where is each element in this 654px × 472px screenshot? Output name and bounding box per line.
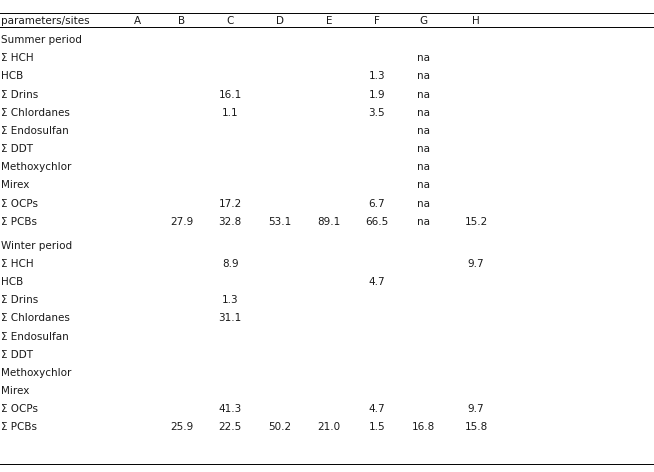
Text: 15.2: 15.2: [464, 217, 488, 227]
Text: Σ Endosulfan: Σ Endosulfan: [1, 331, 69, 342]
Text: G: G: [420, 16, 428, 26]
Text: Winter period: Winter period: [1, 241, 73, 251]
Text: Σ Drins: Σ Drins: [1, 295, 39, 305]
Text: D: D: [276, 16, 284, 26]
Text: 4.7: 4.7: [368, 277, 385, 287]
Text: F: F: [374, 16, 379, 26]
Text: 41.3: 41.3: [218, 404, 242, 414]
Text: E: E: [326, 16, 332, 26]
Text: A: A: [134, 16, 141, 26]
Text: Σ HCH: Σ HCH: [1, 53, 34, 63]
Text: C: C: [226, 16, 234, 26]
Text: parameters/sites: parameters/sites: [1, 16, 90, 26]
Text: na: na: [417, 180, 430, 191]
Text: Methoxychlor: Methoxychlor: [1, 368, 72, 378]
Text: 9.7: 9.7: [468, 404, 485, 414]
Text: 31.1: 31.1: [218, 313, 242, 323]
Text: Σ PCBs: Σ PCBs: [1, 422, 37, 432]
Text: Σ PCBs: Σ PCBs: [1, 217, 37, 227]
Text: Σ DDT: Σ DDT: [1, 144, 33, 154]
Text: na: na: [417, 199, 430, 209]
Text: 50.2: 50.2: [268, 422, 292, 432]
Text: Σ HCH: Σ HCH: [1, 259, 34, 269]
Text: 66.5: 66.5: [365, 217, 388, 227]
Text: 9.7: 9.7: [468, 259, 485, 269]
Text: 15.8: 15.8: [464, 422, 488, 432]
Text: 16.1: 16.1: [218, 90, 242, 100]
Text: 4.7: 4.7: [368, 404, 385, 414]
Text: HCB: HCB: [1, 71, 24, 82]
Text: Methoxychlor: Methoxychlor: [1, 162, 72, 172]
Text: 32.8: 32.8: [218, 217, 242, 227]
Text: 1.9: 1.9: [368, 90, 385, 100]
Text: Mirex: Mirex: [1, 180, 29, 191]
Text: Mirex: Mirex: [1, 386, 29, 396]
Text: Σ Drins: Σ Drins: [1, 90, 39, 100]
Text: B: B: [179, 16, 185, 26]
Text: 6.7: 6.7: [368, 199, 385, 209]
Text: Σ OCPs: Σ OCPs: [1, 199, 39, 209]
Text: 1.1: 1.1: [222, 108, 239, 118]
Text: na: na: [417, 162, 430, 172]
Text: Σ Endosulfan: Σ Endosulfan: [1, 126, 69, 136]
Text: na: na: [417, 108, 430, 118]
Text: 22.5: 22.5: [218, 422, 242, 432]
Text: 8.9: 8.9: [222, 259, 239, 269]
Text: Σ OCPs: Σ OCPs: [1, 404, 39, 414]
Text: na: na: [417, 144, 430, 154]
Text: na: na: [417, 217, 430, 227]
Text: 3.5: 3.5: [368, 108, 385, 118]
Text: Σ Chlordanes: Σ Chlordanes: [1, 313, 70, 323]
Text: 17.2: 17.2: [218, 199, 242, 209]
Text: na: na: [417, 71, 430, 82]
Text: 1.5: 1.5: [368, 422, 385, 432]
Text: 27.9: 27.9: [170, 217, 194, 227]
Text: 89.1: 89.1: [317, 217, 341, 227]
Text: HCB: HCB: [1, 277, 24, 287]
Text: na: na: [417, 126, 430, 136]
Text: 21.0: 21.0: [317, 422, 341, 432]
Text: 1.3: 1.3: [222, 295, 239, 305]
Text: na: na: [417, 53, 430, 63]
Text: 25.9: 25.9: [170, 422, 194, 432]
Text: 16.8: 16.8: [412, 422, 436, 432]
Text: 53.1: 53.1: [268, 217, 292, 227]
Text: H: H: [472, 16, 480, 26]
Text: Σ Chlordanes: Σ Chlordanes: [1, 108, 70, 118]
Text: na: na: [417, 90, 430, 100]
Text: 1.3: 1.3: [368, 71, 385, 82]
Text: Summer period: Summer period: [1, 35, 82, 45]
Text: Σ DDT: Σ DDT: [1, 350, 33, 360]
